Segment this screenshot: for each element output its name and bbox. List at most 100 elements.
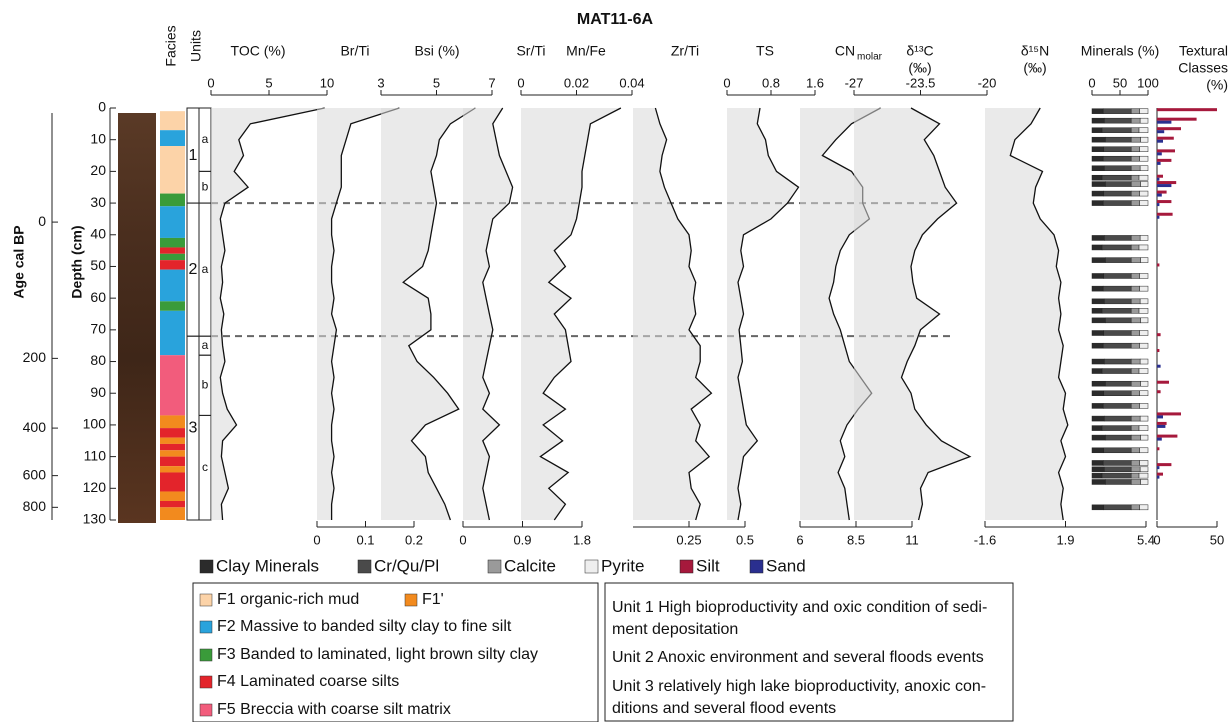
mineral-segment [1091, 298, 1105, 305]
facies-interval [160, 237, 185, 248]
mineral-segment [1091, 308, 1103, 314]
x-tick-label: 0.9 [513, 532, 531, 547]
facies-interval [160, 193, 185, 207]
x-tick-label: -27 [845, 75, 864, 90]
depth-tick-label: 20 [90, 162, 106, 178]
unit-label: 3 [189, 419, 198, 436]
mineral-segment [1140, 136, 1149, 143]
texture-bar [1157, 149, 1175, 153]
mineral-segment [1139, 460, 1149, 466]
mineral-segment [1139, 235, 1149, 241]
mineral-segment [1139, 298, 1149, 305]
texture-bar [1157, 380, 1169, 384]
mineral-segment [1130, 390, 1140, 396]
mineral-segment [1091, 174, 1103, 181]
curve [539, 107, 622, 521]
mineral-segment [1130, 460, 1140, 466]
panel-label: CN [835, 43, 855, 59]
facies-legend-label: F3 Banded to laminated, light brown silt… [217, 646, 538, 663]
mineral-segment [1103, 273, 1132, 279]
texture-bar [1157, 120, 1172, 124]
mineral-segment [1105, 181, 1132, 187]
panel-label: (‰) [908, 60, 931, 76]
age-tick-label: 800 [23, 498, 47, 514]
units-label: Units [188, 30, 204, 62]
mineral-segment [1101, 368, 1132, 374]
mineral-segment [1104, 117, 1132, 124]
facies-interval [160, 500, 185, 508]
facies-interval [160, 253, 185, 261]
texture-bar [1157, 161, 1161, 165]
legend-label: Clay Minerals [216, 556, 319, 575]
facies-swatch [199, 703, 213, 717]
facies-legend-label: F4 Laminated coarse silts [217, 673, 399, 690]
facies-interval [160, 415, 185, 429]
mineral-segment [1102, 155, 1132, 162]
mineral-segment [1139, 415, 1149, 422]
mineral-segment [1130, 368, 1140, 374]
texture-bar [1157, 333, 1161, 337]
x-tick-label: -1.6 [974, 532, 996, 547]
age-tick-label: 400 [23, 419, 47, 435]
curve [900, 107, 972, 521]
mineral-segment [1091, 244, 1103, 251]
curve [482, 107, 514, 521]
texture-bar [1157, 200, 1172, 204]
mineral-segment [1104, 415, 1132, 422]
mineral-segment [1091, 368, 1103, 374]
x-tick-label: 1.9 [1056, 532, 1074, 547]
x-tick-label: -20 [978, 75, 997, 90]
mineral-segment [1104, 466, 1132, 473]
x-tick-label: 50 [1113, 75, 1127, 90]
x-tick-label: 0.1 [356, 532, 374, 547]
mineral-segment [1091, 108, 1104, 114]
curve [737, 107, 800, 521]
depth-tick-label: 100 [83, 416, 107, 432]
mineral-segment [1105, 434, 1132, 441]
x-tick-label: 50 [1210, 532, 1224, 547]
mineral-segment [1130, 415, 1141, 422]
mineral-segment [1091, 358, 1105, 365]
texture-bar [1157, 466, 1160, 470]
panel-label: Minerals (%) [1081, 43, 1160, 59]
mineral-segment [1140, 257, 1149, 263]
mineral-segment [1102, 108, 1132, 114]
mineral-segment [1105, 257, 1132, 263]
x-tick-label: 6 [796, 532, 803, 547]
depth-tick-label: 130 [83, 511, 107, 527]
mineral-segment [1139, 330, 1149, 336]
mineral-segment [1091, 380, 1106, 387]
mineral-segment [1091, 235, 1105, 241]
age-tick-label: 0 [38, 213, 46, 229]
x-tick-label: 10 [320, 75, 334, 90]
facies-interval [160, 456, 185, 467]
mineral-segment [1091, 273, 1105, 279]
mineral-segment [1130, 472, 1140, 479]
facies-legend-label: F2 Massive to banded silty clay to fine … [217, 618, 512, 635]
mineral-segment [1105, 136, 1132, 143]
subunit-label: a [202, 132, 209, 146]
x-tick-label: 5 [265, 75, 272, 90]
mineral-segment [1139, 504, 1149, 511]
mineral-segment [1130, 466, 1141, 473]
depth-tick-label: 90 [90, 384, 106, 400]
curve [330, 107, 400, 520]
mineral-segment [1130, 200, 1140, 206]
texture-bar [1157, 472, 1163, 476]
texture-bar [1157, 437, 1162, 441]
mineral-segment [1091, 504, 1105, 511]
depth-tick-label: 120 [83, 479, 107, 495]
texture-bar [1157, 117, 1197, 121]
mineral-segment [1130, 298, 1141, 305]
unit-description: ditions and several flood events [612, 700, 836, 717]
mineral-segment [1103, 146, 1132, 152]
facies-legend-label: F5 Breccia with coarse silt matrix [217, 701, 451, 718]
legend-label: Sand [766, 556, 806, 575]
facies-interval [160, 269, 185, 302]
facies-interval [160, 466, 185, 473]
x-tick-label: 8.5 [847, 532, 865, 547]
facies-interval [160, 472, 185, 492]
texture-bar [1157, 190, 1167, 194]
legend-swatch [487, 559, 502, 574]
